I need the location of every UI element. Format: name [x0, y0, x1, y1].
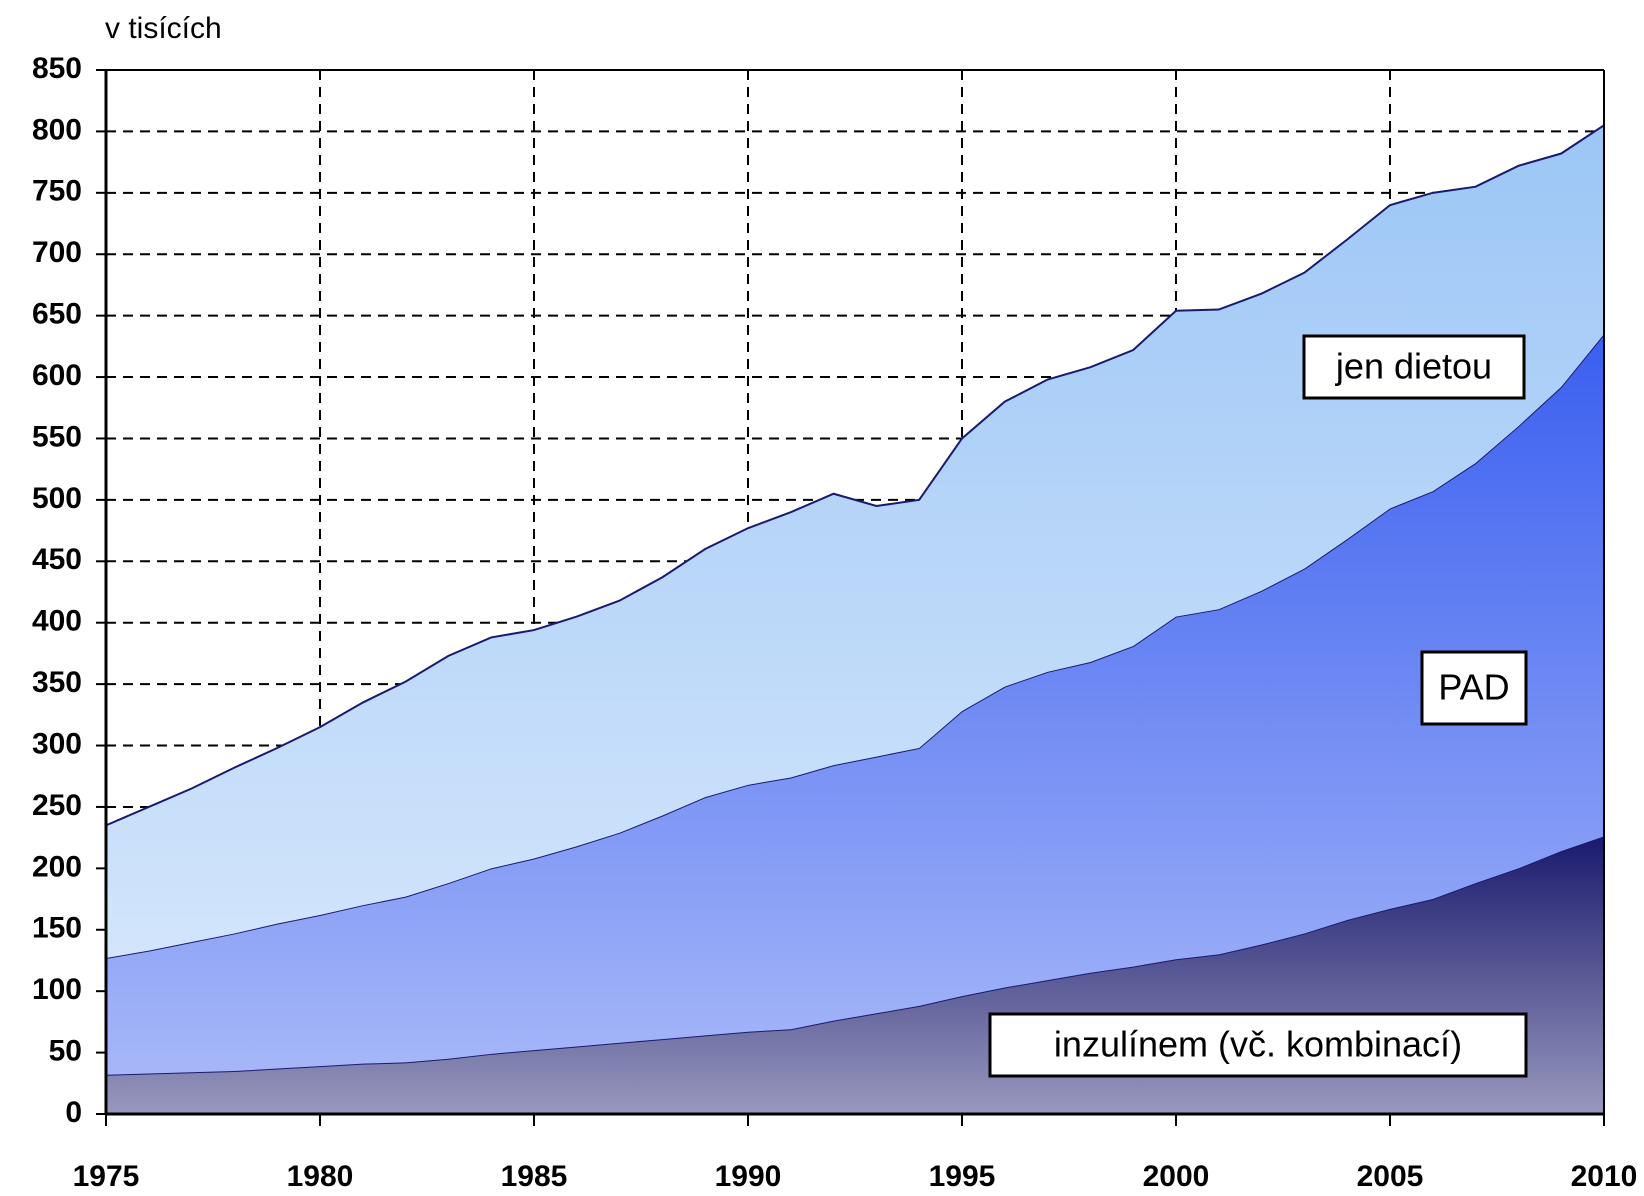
y-tick-label: 800 — [32, 113, 82, 146]
y-tick-label: 300 — [32, 727, 82, 760]
y-tick-label: 450 — [32, 543, 82, 576]
x-tick-label: 2005 — [1357, 1160, 1424, 1193]
y-tick-label: 350 — [32, 666, 82, 699]
x-tick-label: 1990 — [715, 1160, 782, 1193]
y-tick-label: 50 — [49, 1035, 82, 1068]
y-tick-label: 850 — [32, 52, 82, 85]
legend-box — [1420, 650, 1528, 726]
legend-label: inzulínem (vč. kombinací) — [1054, 1024, 1462, 1065]
legend-box — [988, 1012, 1528, 1078]
x-tick-label: 1985 — [501, 1160, 568, 1193]
legend-label: PAD — [1438, 667, 1509, 708]
legend-label: jen dietou — [1335, 346, 1492, 387]
y-axis-label: v tisících — [105, 12, 222, 45]
y-tick-label: 100 — [32, 973, 82, 1006]
area — [106, 125, 1604, 959]
legend-box — [1302, 334, 1526, 400]
x-tick-label: 1975 — [73, 1160, 140, 1193]
y-tick-label: 550 — [32, 420, 82, 453]
area — [106, 334, 1604, 1075]
y-tick-label: 200 — [32, 850, 82, 883]
y-tick-label: 750 — [32, 175, 82, 208]
y-tick-label: 400 — [32, 605, 82, 638]
y-tick-label: 250 — [32, 789, 82, 822]
y-tick-label: 650 — [32, 298, 82, 331]
y-tick-label: 500 — [32, 482, 82, 515]
y-tick-label: 600 — [32, 359, 82, 392]
x-tick-label: 1995 — [929, 1160, 996, 1193]
x-tick-label: 1980 — [287, 1160, 354, 1193]
y-tick-label: 150 — [32, 912, 82, 945]
y-tick-label: 0 — [65, 1096, 82, 1129]
y-tick-label: 700 — [32, 236, 82, 269]
area-edge — [105, 124, 1605, 827]
x-tick-label: 2000 — [1143, 1160, 1210, 1193]
x-tick-label: 2010 — [1571, 1160, 1638, 1193]
